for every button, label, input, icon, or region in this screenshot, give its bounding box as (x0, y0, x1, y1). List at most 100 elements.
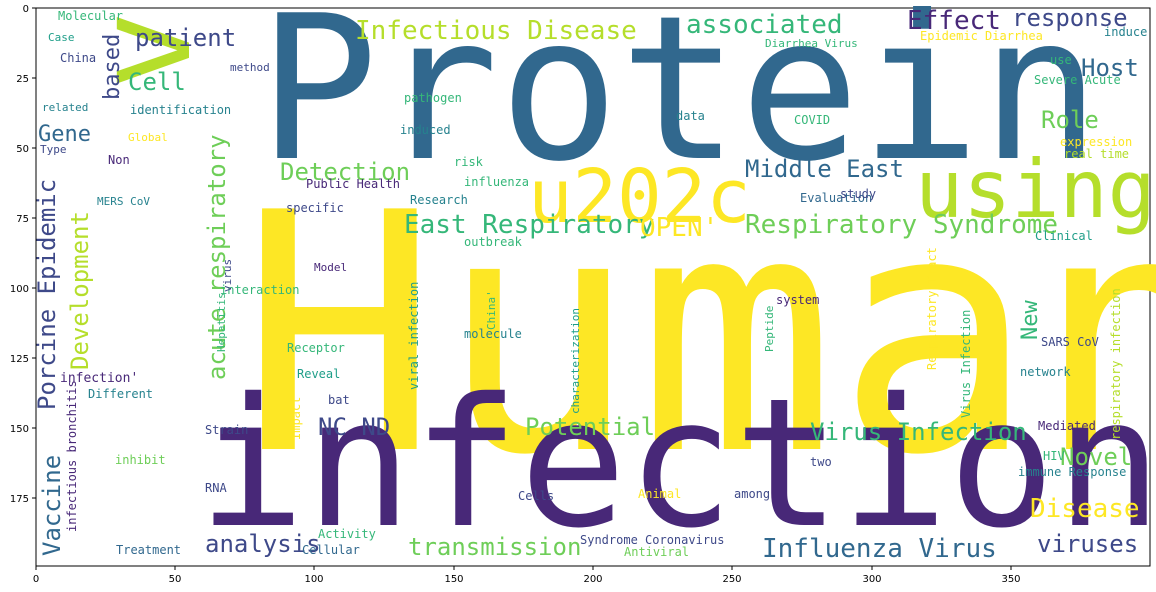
word-reveal: Reveal (297, 367, 341, 381)
word-treatment: Treatment (116, 543, 182, 557)
word-molecular: Molecular (58, 9, 124, 23)
word-risk: risk (454, 155, 483, 169)
x-tick-label: 50 (169, 574, 182, 585)
word-impact: Impact (289, 396, 303, 440)
x-tick-label: 350 (1001, 574, 1020, 585)
word-type: Type (40, 143, 67, 156)
word-specific: specific (286, 201, 344, 215)
word-respiratory-infection: respiratory infection (1109, 288, 1123, 440)
word-syndrome-coronavirus: Syndrome Coronavirus (580, 533, 725, 547)
y-tick-label: 50 (16, 144, 29, 155)
word-viruses: viruses (1037, 530, 1139, 558)
word-data: data (676, 109, 705, 123)
word-activity: Activity (318, 527, 376, 541)
word-new: New (1018, 300, 1043, 340)
word-outbreak: outbreak (464, 235, 522, 249)
word-interaction: interaction (220, 283, 300, 297)
word-gene: Gene (38, 122, 91, 147)
x-tick-label: 150 (444, 574, 463, 585)
word-infectious-disease: Infectious Disease (355, 16, 637, 46)
word-bat: bat (328, 393, 350, 407)
word-sars-cov: SARS CoV (1041, 335, 1099, 349)
word-effect: Effect (907, 6, 1001, 36)
word-global: Global (128, 131, 168, 144)
word-u202c: u202c (528, 154, 751, 240)
word-mers-cov: MERS CoV (97, 195, 150, 208)
word-peptide: Peptide (763, 305, 776, 352)
word-antiviral: Antiviral (624, 545, 690, 559)
word-model: Model (314, 261, 348, 274)
word-influenza: influenza (464, 175, 530, 189)
plot-area (35, 7, 1151, 567)
x-axis: 0 50 100 150 200 250 300 350 (33, 566, 1021, 585)
word-real-time: real time (1064, 147, 1130, 161)
word-research: Research (410, 193, 468, 207)
word-animal: Animal (638, 487, 682, 501)
word-method: method (230, 61, 270, 74)
word-related: related (42, 101, 89, 114)
word-receptor: Receptor (287, 341, 345, 355)
y-axis: 0 25 50 75 100 125 150 175 (10, 4, 36, 505)
word-public-health: Public Health (306, 177, 400, 191)
word-use: use (1050, 53, 1072, 67)
word-china: China (60, 51, 97, 65)
word-hepatitis: Hepatitis (215, 292, 228, 352)
y-tick-label: 125 (10, 354, 29, 365)
word-cells: Cells (518, 489, 555, 503)
word-patient: patient (135, 24, 237, 52)
word-covid: COVID (794, 113, 831, 127)
word-characterization: characterization (569, 308, 582, 414)
word-case: Case (48, 31, 75, 44)
word-infectious-bronchitis: infectious bronchitis (65, 380, 79, 532)
word-induced: induced (400, 123, 451, 137)
word-network: network (1020, 365, 1071, 379)
y-tick-label: 0 (23, 4, 29, 15)
word-two: two (810, 455, 832, 469)
word-open: OPEN' (640, 213, 719, 243)
word-inhibit: inhibit (115, 453, 166, 467)
word-non: Non (108, 153, 130, 167)
word-rna: RNA (205, 481, 227, 495)
word-vaccine: Vaccine (38, 454, 66, 556)
word-associated: associated (686, 10, 843, 40)
word-middle-east: Middle East (745, 155, 904, 183)
word-transmission: transmission (408, 533, 582, 561)
word-evaluation: Evaluation (800, 191, 873, 205)
word-expression: expression (1060, 135, 1133, 149)
word-role: Role (1041, 106, 1099, 134)
word-based: based (100, 33, 125, 100)
y-tick-label: 100 (10, 284, 29, 295)
word-porcine-epidemic: Porcine Epidemic (33, 178, 61, 410)
word-cellular: Cellular (302, 543, 360, 557)
word-identification: identification (130, 103, 232, 117)
word-clinical: Clinical (1035, 229, 1093, 243)
word-different: Different (88, 387, 154, 401)
word-severe-acute: Severe Acute (1034, 73, 1121, 87)
word-pathogen: pathogen (404, 91, 462, 105)
x-tick-label: 250 (722, 574, 741, 585)
word-potential: Potential (525, 413, 656, 441)
word-strain: Strain (205, 423, 249, 437)
word-detection: Detection (280, 158, 411, 186)
word-east-respiratory: East Respiratory (404, 210, 655, 240)
word-influenza-virus: Influenza Virus (762, 534, 997, 564)
word-induce: induce (1104, 25, 1148, 39)
word-epidemic-diarrhea: Epidemic Diarrhea (920, 29, 1043, 43)
word-nc-nd: NC ND (318, 413, 391, 441)
y-tick-label: 25 (16, 74, 29, 85)
word-human: Human (240, 143, 1156, 527)
word-development: Development (66, 211, 94, 370)
word-hiv: HIV (1043, 449, 1065, 463)
y-tick-label: 75 (16, 214, 29, 225)
word-response: response (1012, 4, 1128, 32)
word-cell: Cell (128, 68, 186, 96)
y-tick-label: 175 (10, 494, 29, 505)
word-analysis: analysis (205, 530, 321, 558)
word-infection: infection' (60, 371, 139, 386)
x-tick-label: 300 (862, 574, 881, 585)
word-system: system (776, 293, 820, 307)
word-study: study (840, 187, 877, 201)
word-mediated: Mediated (1038, 419, 1096, 433)
word-viral-infection: viral infection (407, 281, 421, 390)
